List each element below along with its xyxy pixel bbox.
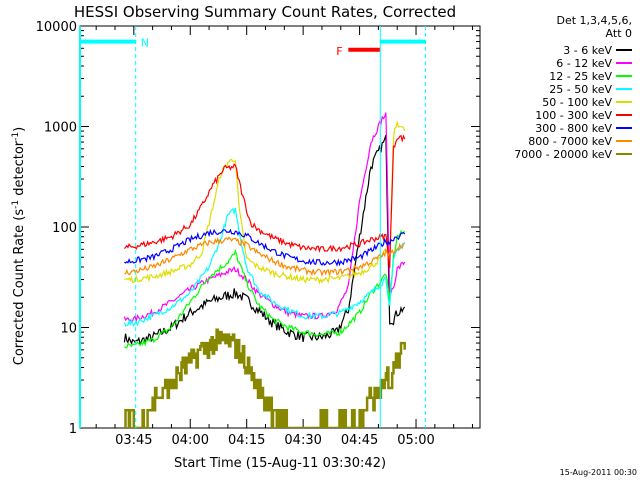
legend-item-label: 800 - 7000 keV <box>528 135 612 148</box>
plot-area: 1 10 100 1000 10000 03:45 04:00 04:15 04:30 04:45… <box>36 20 481 448</box>
x-tick-label: 04:45 <box>341 433 378 448</box>
chart-title: HESSI Observing Summary Count Rates, Cor… <box>74 3 456 21</box>
legend-item-label: 6 - 12 keV <box>556 57 612 70</box>
timestamp: 15-Aug-2011 00:30 <box>560 468 637 477</box>
series-line <box>124 229 405 349</box>
y-tick-label: 100 <box>52 221 77 236</box>
x-tick-label: 04:00 <box>172 433 209 448</box>
x-axis-label: Start Time (15-Aug-11 03:30:42) <box>174 456 386 471</box>
legend-header-line-1: Det 1,3,4,5,6, <box>556 14 632 27</box>
x-tick-label: 05:00 <box>397 433 434 448</box>
series-line <box>124 228 406 267</box>
series-line <box>123 207 406 327</box>
x-tick-label: 04:15 <box>228 433 265 448</box>
y-tick-label: 10000 <box>36 20 77 35</box>
y-tick-label: 10 <box>60 322 77 337</box>
legend-header-line-2: Att 0 <box>606 27 632 40</box>
legend-item-label: 3 - 6 keV <box>563 44 612 57</box>
night-marker-label: N <box>141 37 149 50</box>
series-line <box>123 112 406 324</box>
legend-item-label: 7000 - 20000 keV <box>514 148 612 161</box>
y-tick-label: 1000 <box>44 121 77 136</box>
series-line <box>124 120 406 285</box>
series-line <box>124 328 406 428</box>
x-tick-label: 03:45 <box>115 433 152 448</box>
legend-item-label: 300 - 800 keV <box>535 122 612 135</box>
series-line <box>123 134 406 269</box>
x-tick-label: 04:30 <box>284 433 321 448</box>
legend-item-label: 100 - 300 keV <box>535 109 612 122</box>
legend-item-label: 12 - 25 keV <box>549 70 612 83</box>
legend-item-label: 50 - 100 keV <box>542 96 612 109</box>
y-axis-label: Corrected Count Rate (s-1 detector-1) <box>11 127 27 365</box>
y-tick-label: 1 <box>69 422 77 437</box>
flare-marker-label: F <box>336 45 342 58</box>
legend-item-label: 25 - 50 keV <box>549 83 612 96</box>
series-group <box>123 112 406 428</box>
series-line <box>124 236 405 278</box>
